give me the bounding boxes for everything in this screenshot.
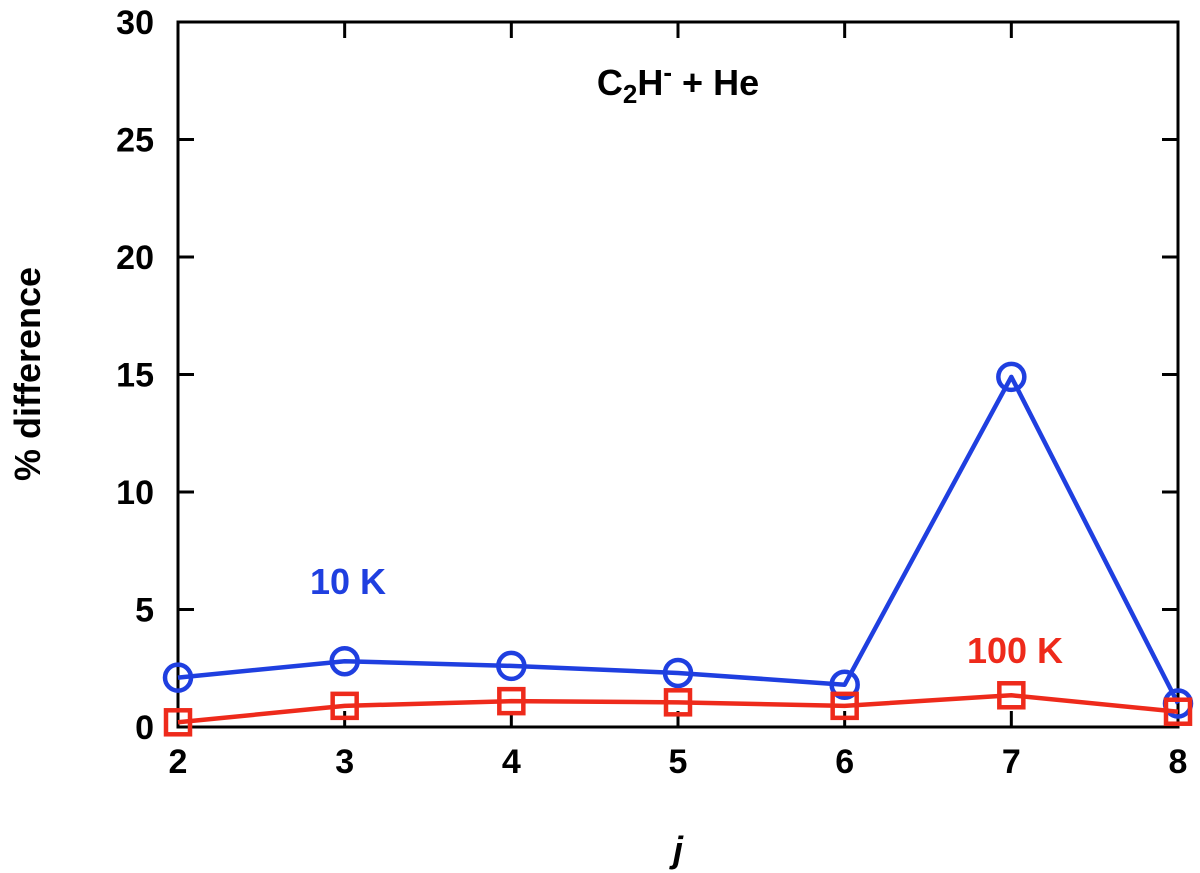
x-axis-label: j — [669, 829, 684, 870]
y-tick-label: 20 — [116, 239, 154, 277]
title-subscript: 2 — [623, 79, 637, 109]
chart-title: C2H- + He — [597, 57, 759, 109]
x-tick-label: 5 — [669, 743, 688, 781]
series-label-100k: 100 K — [967, 630, 1063, 671]
data-point-circle — [996, 361, 1027, 393]
series-label-10k: 10 K — [310, 561, 386, 602]
data-point-circle — [829, 669, 860, 700]
x-tick-label: 3 — [335, 743, 354, 781]
series-line — [177, 374, 1181, 705]
series-line — [177, 693, 1179, 725]
data-point-square — [330, 691, 359, 721]
y-tick-label: 30 — [116, 4, 154, 42]
plot-frame — [176, 20, 1180, 729]
y-axis-label: % difference — [7, 267, 48, 481]
title-superscript: - — [663, 57, 672, 87]
title-mid: H — [637, 62, 663, 103]
data-point-square — [830, 691, 859, 721]
data-point-square — [997, 681, 1026, 710]
data-point-circle — [662, 657, 694, 689]
x-tick-label: 2 — [169, 743, 188, 781]
data-point-circle — [329, 645, 360, 677]
y-tick-label: 15 — [116, 357, 154, 395]
x-tick-label: 7 — [1002, 743, 1021, 781]
data-point-circle — [496, 650, 527, 682]
x-tick-label: 6 — [835, 743, 854, 781]
x-tick-label: 8 — [1169, 743, 1188, 781]
data-point-square — [1163, 697, 1193, 726]
y-tick-label: 10 — [116, 474, 154, 512]
title-main: C — [597, 62, 623, 103]
y-tick-label: 5 — [135, 592, 154, 630]
data-point-square — [663, 688, 693, 717]
title-tail: + He — [672, 62, 759, 103]
data-point-square — [497, 686, 526, 716]
axis-ticks — [176, 20, 1180, 729]
series-10k — [162, 361, 1194, 719]
x-tick-label: 4 — [502, 743, 521, 781]
series-group — [162, 361, 1194, 737]
series-100k — [163, 681, 1193, 737]
y-tick-label: 0 — [135, 709, 154, 747]
data-point-circle — [162, 662, 194, 693]
tick-labels: 2 3 4 5 6 7 8 0 5 10 15 20 25 30 — [116, 4, 1187, 781]
y-tick-label: 25 — [116, 122, 154, 160]
plot-area-border — [176, 20, 1180, 729]
data-point-square — [163, 708, 193, 737]
